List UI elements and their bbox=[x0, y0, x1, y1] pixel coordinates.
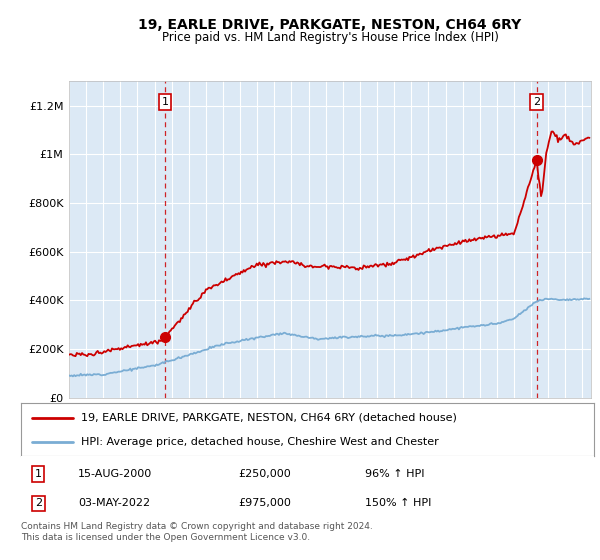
Text: 03-MAY-2022: 03-MAY-2022 bbox=[79, 498, 151, 508]
Text: 150% ↑ HPI: 150% ↑ HPI bbox=[365, 498, 431, 508]
Text: £975,000: £975,000 bbox=[239, 498, 292, 508]
Text: 2: 2 bbox=[35, 498, 42, 508]
Text: 19, EARLE DRIVE, PARKGATE, NESTON, CH64 6RY: 19, EARLE DRIVE, PARKGATE, NESTON, CH64 … bbox=[139, 18, 521, 32]
Text: 2: 2 bbox=[533, 97, 541, 107]
Text: Contains HM Land Registry data © Crown copyright and database right 2024.
This d: Contains HM Land Registry data © Crown c… bbox=[21, 522, 373, 542]
Text: 1: 1 bbox=[35, 469, 41, 479]
Text: 15-AUG-2000: 15-AUG-2000 bbox=[79, 469, 152, 479]
Text: 96% ↑ HPI: 96% ↑ HPI bbox=[365, 469, 424, 479]
Text: 19, EARLE DRIVE, PARKGATE, NESTON, CH64 6RY (detached house): 19, EARLE DRIVE, PARKGATE, NESTON, CH64 … bbox=[81, 413, 457, 423]
Text: £250,000: £250,000 bbox=[239, 469, 292, 479]
Text: 1: 1 bbox=[161, 97, 169, 107]
Text: HPI: Average price, detached house, Cheshire West and Chester: HPI: Average price, detached house, Ches… bbox=[81, 437, 439, 447]
Text: Price paid vs. HM Land Registry's House Price Index (HPI): Price paid vs. HM Land Registry's House … bbox=[161, 31, 499, 44]
